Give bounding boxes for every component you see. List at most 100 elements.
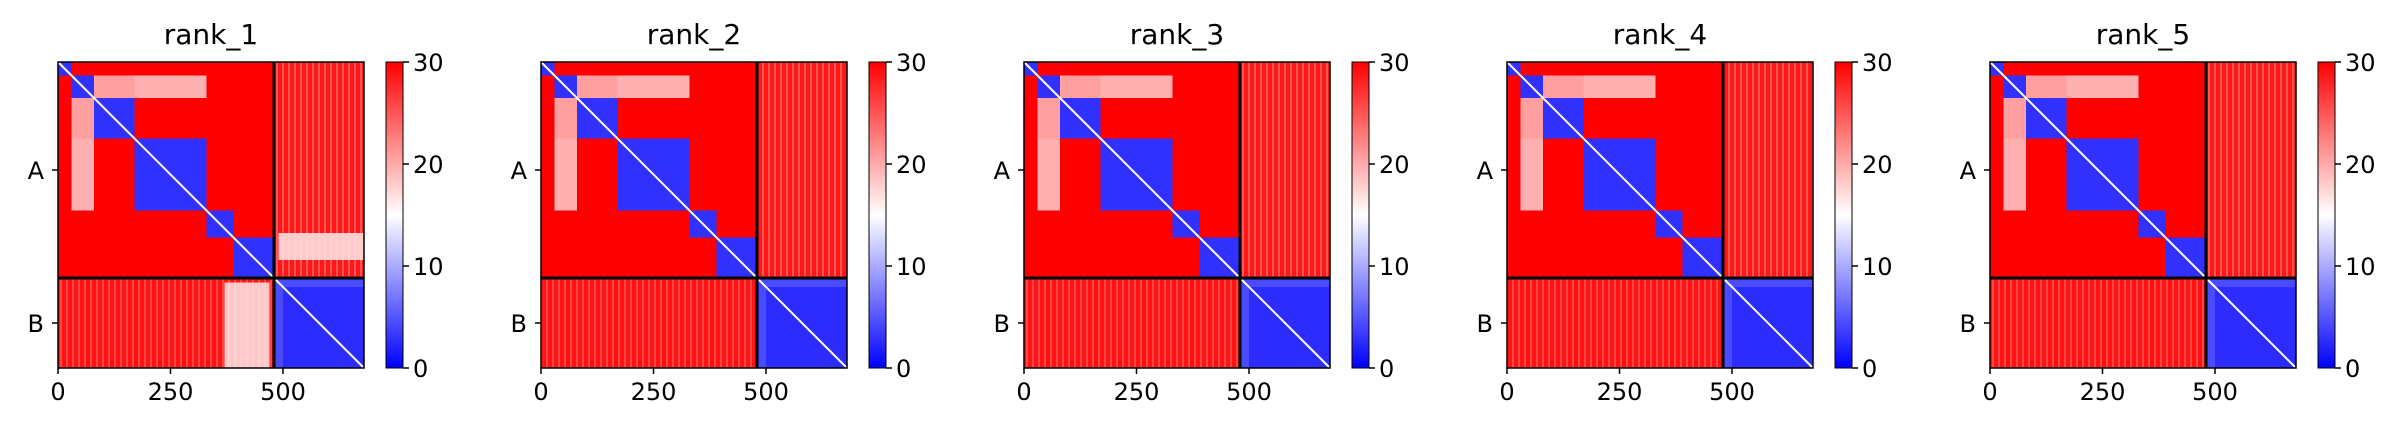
heatmap-diagonal [57,61,365,369]
axes-frame [1023,61,1331,369]
axes-frame [540,61,848,369]
heatmap-interdomain-patch [1520,138,1543,211]
colorbar-tick-label: 10 [2345,253,2376,281]
x-tick-label: 250 [148,378,194,406]
x-tick-label: 0 [50,378,65,406]
heatmap-interdomain-patch [2066,75,2139,98]
x-tick-label: 250 [2080,378,2126,406]
heatmap-diagonal [1989,61,2297,369]
x-tick-label: 250 [1114,378,1160,406]
heatmap-interdomain-patch [577,75,618,98]
heatmap-diagonal [540,61,848,369]
x-tick-label: 0 [1016,378,1031,406]
chain-label-A: A [994,157,1011,185]
heatmap-interdomain-patch [71,138,94,211]
axes-frame [57,61,365,369]
colorbar-tick-label: 20 [2345,151,2376,179]
panel-4: rank_4 A B 0 250 500 0 10 20 30 [1477,18,1893,406]
heatmap-interdomain-patch [71,98,94,139]
chain-label-A: A [28,157,45,185]
colorbar-tick-label: 30 [2345,49,2376,77]
chain-label-B: B [994,310,1010,338]
colorbar-tick-label: 30 [896,49,927,77]
colorbar-tick-label: 20 [413,151,444,179]
x-tick-label: 0 [1499,378,1514,406]
colorbar-tick-label: 10 [1379,253,1410,281]
panel-title: rank_1 [164,18,258,51]
x-tick-label: 500 [260,378,306,406]
x-tick-label: 500 [743,378,789,406]
colorbar-tick-label: 20 [1379,151,1410,179]
colorbar-tick-label: 10 [896,253,927,281]
colorbar-tick-label: 30 [1379,49,1410,77]
heatmap-interdomain-patch [1100,75,1173,98]
chain-label-B: B [511,310,527,338]
panel-title: rank_5 [2096,18,2190,51]
heatmap-interdomain-patch [2003,138,2026,211]
x-tick-label: 0 [1982,378,1997,406]
heatmap-interchain-region [1240,62,1330,278]
heatmap-interchain-region [1024,278,1240,368]
colorbar-tick-label: 10 [1862,253,1893,281]
colorbar [868,61,887,369]
heatmap-interdomain-patch [1037,138,1060,211]
x-tick-label: 500 [1709,378,1755,406]
panel-title: rank_4 [1613,18,1707,51]
colorbar [385,61,404,369]
colorbar [1351,61,1370,369]
colorbar-tick-label: 30 [1862,49,1893,77]
heatmap-interchain-region [1507,278,1723,368]
heatmap-interchain-region [757,62,847,278]
heatmap-interdomain-patch [554,98,577,139]
heatmap-interchain-region [2206,62,2296,278]
chain-label-A: A [511,157,528,185]
panel-title: rank_2 [647,18,741,51]
panel-3: rank_3 A B 0 250 500 0 10 20 30 [994,18,1410,406]
colorbar [2317,61,2336,369]
axes-frame [1506,61,1814,369]
axes-frame [1989,61,2297,369]
panel-1: rank_1 A B 0 250 500 0 10 20 30 [28,18,444,406]
panel-2: rank_2 A B 0 250 500 0 10 20 30 [511,18,927,406]
x-tick-label: 250 [1597,378,1643,406]
heatmap-interdomain-patch [554,138,577,211]
heatmap-interchain-region [541,278,757,368]
heatmap-interchain-region [1990,278,2206,368]
heatmap-interchain-region [1723,62,1813,278]
heatmap-interdomain-patch [2003,98,2026,139]
chain-label-A: A [1477,157,1494,185]
heatmap-diagonal [1506,61,1814,369]
chain-label-B: B [1477,310,1493,338]
colorbar-tick-label: 0 [413,355,428,383]
colorbar-tick-label: 0 [1862,355,1877,383]
heatmap-interdomain-patch [1543,75,1584,98]
heatmap-interchain-patch [224,282,270,368]
colorbar-tick-label: 20 [1862,151,1893,179]
heatmap-interdomain-patch [94,75,135,98]
colorbar-tick-label: 10 [413,253,444,281]
x-tick-label: 250 [631,378,677,406]
colorbar-tick-label: 0 [1379,355,1394,383]
heatmap-interdomain-patch [1060,75,1101,98]
chain-label-B: B [28,310,44,338]
panel-title: rank_3 [1130,18,1224,51]
chain-label-B: B [1960,310,1976,338]
colorbar-tick-label: 20 [896,151,927,179]
heatmap-interdomain-patch [1583,75,1656,98]
colorbar-tick-label: 30 [413,49,444,77]
heatmap-interdomain-patch [2026,75,2067,98]
panel-5: rank_5 A B 0 250 500 0 10 20 30 [1960,18,2376,406]
heatmap-diagonal [1023,61,1331,369]
heatmap-interdomain-patch [134,75,207,98]
x-tick-label: 500 [2192,378,2238,406]
colorbar [1834,61,1853,369]
colorbar-tick-label: 0 [2345,355,2360,383]
colorbar-tick-label: 0 [896,355,911,383]
x-tick-label: 0 [533,378,548,406]
heatmap-interdomain-patch [617,75,690,98]
heatmap-interdomain-patch [1037,98,1060,139]
x-tick-label: 500 [1226,378,1272,406]
heatmap-interdomain-patch [1520,98,1543,139]
chain-label-A: A [1960,157,1977,185]
